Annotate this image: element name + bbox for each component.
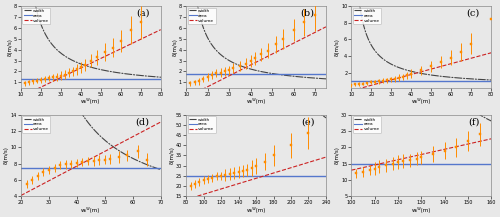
X-axis label: wₜᵂ(m): wₜᵂ(m) — [412, 98, 431, 104]
X-axis label: wₜᵂ(m): wₜᵂ(m) — [81, 98, 100, 104]
Y-axis label: δ(m/s): δ(m/s) — [172, 38, 178, 56]
Y-axis label: δ(m/s): δ(m/s) — [334, 38, 340, 56]
Y-axis label: δ(m/s): δ(m/s) — [4, 146, 9, 164]
Text: (f): (f) — [468, 117, 480, 126]
Legend: width, area, volume: width, area, volume — [188, 8, 216, 24]
Y-axis label: δ(m/s): δ(m/s) — [334, 146, 340, 164]
X-axis label: wₜᵂ(m): wₜᵂ(m) — [81, 207, 100, 213]
X-axis label: wₜᵂ(m): wₜᵂ(m) — [412, 207, 431, 213]
Legend: width, area, volume: width, area, volume — [188, 116, 216, 133]
Text: (e): (e) — [301, 117, 314, 126]
Legend: width, area, volume: width, area, volume — [352, 8, 381, 24]
Text: (c): (c) — [466, 9, 480, 18]
Text: (b): (b) — [300, 9, 314, 18]
Y-axis label: δ(m/s): δ(m/s) — [8, 38, 12, 56]
Legend: width, area, volume: width, area, volume — [22, 116, 50, 133]
Legend: width, area, volume: width, area, volume — [352, 116, 381, 133]
Text: (d): (d) — [136, 117, 149, 126]
X-axis label: wₜᵂ(m): wₜᵂ(m) — [246, 207, 266, 213]
Legend: width, area, volume: width, area, volume — [22, 8, 50, 24]
X-axis label: wₜᵂ(m): wₜᵂ(m) — [246, 98, 266, 104]
Y-axis label: δ(m/s): δ(m/s) — [170, 146, 174, 164]
Text: (a): (a) — [136, 9, 149, 18]
